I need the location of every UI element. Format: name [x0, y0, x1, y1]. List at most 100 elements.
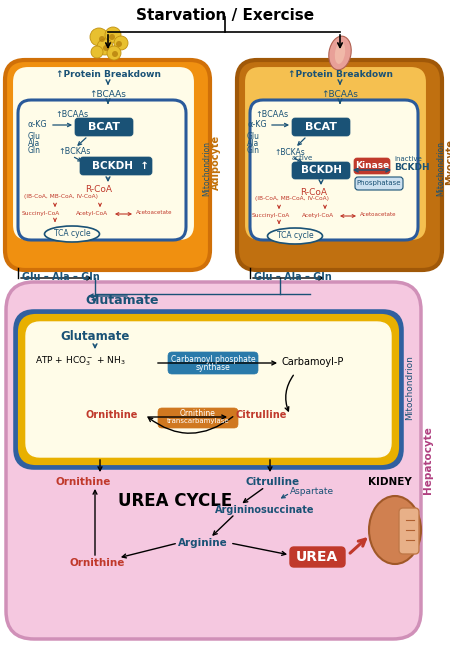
- Text: Aspartate: Aspartate: [290, 487, 334, 496]
- Text: ↑BCAAs: ↑BCAAs: [90, 90, 126, 99]
- Ellipse shape: [267, 228, 323, 244]
- Text: active: active: [292, 155, 313, 161]
- Text: KIDNEY: KIDNEY: [368, 477, 412, 487]
- FancyBboxPatch shape: [5, 60, 210, 270]
- Text: Argininosuccinate: Argininosuccinate: [215, 505, 315, 515]
- Circle shape: [109, 34, 115, 40]
- Text: transcarbamylase: transcarbamylase: [166, 418, 230, 424]
- Text: Kinase: Kinase: [355, 161, 389, 170]
- Circle shape: [105, 27, 121, 43]
- Circle shape: [90, 28, 108, 46]
- Text: BCKDH: BCKDH: [394, 163, 430, 172]
- FancyBboxPatch shape: [168, 352, 258, 374]
- Text: Glu – Ala – Gln: Glu – Ala – Gln: [22, 272, 100, 282]
- FancyBboxPatch shape: [16, 312, 401, 467]
- Circle shape: [103, 45, 109, 51]
- Text: Acetoacetate: Acetoacetate: [360, 212, 396, 217]
- Text: Mitochondrion: Mitochondrion: [436, 141, 446, 196]
- FancyBboxPatch shape: [26, 322, 391, 457]
- Text: UREA: UREA: [296, 550, 338, 564]
- FancyBboxPatch shape: [244, 66, 427, 241]
- Text: ↑BCKAs: ↑BCKAs: [58, 147, 90, 156]
- Text: Mitochondrion: Mitochondrion: [202, 141, 211, 196]
- FancyBboxPatch shape: [290, 547, 345, 567]
- Circle shape: [107, 46, 121, 60]
- Text: ↑BCAAs: ↑BCAAs: [255, 110, 288, 119]
- Ellipse shape: [335, 42, 345, 64]
- Text: inactive: inactive: [394, 156, 422, 162]
- Text: Phosphatase: Phosphatase: [357, 180, 401, 186]
- Text: α-KG: α-KG: [28, 120, 48, 129]
- Text: ↑Protein Breakdown: ↑Protein Breakdown: [55, 70, 161, 79]
- Text: Acetyl-CoA: Acetyl-CoA: [302, 213, 334, 218]
- Text: BCAT: BCAT: [305, 122, 337, 132]
- Text: Arginine: Arginine: [178, 538, 228, 548]
- Text: Mitochondrion: Mitochondrion: [405, 356, 414, 421]
- FancyBboxPatch shape: [80, 157, 152, 175]
- FancyBboxPatch shape: [399, 508, 419, 554]
- Text: Carbamoyl-P: Carbamoyl-P: [282, 357, 344, 367]
- Circle shape: [91, 46, 103, 58]
- Text: TCA cycle: TCA cycle: [54, 229, 90, 238]
- Text: Acetoacetate: Acetoacetate: [136, 210, 172, 215]
- Text: R-CoA: R-CoA: [300, 188, 327, 197]
- Text: Glu: Glu: [247, 132, 260, 141]
- Text: Ornithine: Ornithine: [55, 477, 110, 487]
- Text: BCKDH  ↑: BCKDH ↑: [91, 161, 148, 171]
- FancyBboxPatch shape: [12, 66, 195, 241]
- Ellipse shape: [329, 36, 351, 70]
- Text: Glutamate: Glutamate: [60, 330, 130, 343]
- Text: Acetyl-CoA: Acetyl-CoA: [76, 211, 108, 216]
- Text: synthase: synthase: [196, 364, 230, 373]
- Circle shape: [116, 41, 122, 47]
- Text: Succinyl-CoA: Succinyl-CoA: [252, 213, 290, 218]
- Text: α-KG: α-KG: [247, 120, 266, 129]
- Text: Succinyl-CoA: Succinyl-CoA: [22, 211, 60, 216]
- Text: Gln: Gln: [247, 146, 260, 155]
- Text: Citrulline: Citrulline: [245, 477, 299, 487]
- Text: Ornithine: Ornithine: [180, 410, 216, 419]
- Text: ATP + HCO$_3^-$ + NH$_3$: ATP + HCO$_3^-$ + NH$_3$: [35, 354, 126, 367]
- Text: TCA cycle: TCA cycle: [277, 231, 313, 240]
- Text: Ala: Ala: [247, 139, 259, 148]
- FancyBboxPatch shape: [75, 118, 133, 136]
- Text: R-CoA: R-CoA: [85, 185, 112, 194]
- Text: BCAT: BCAT: [88, 122, 120, 132]
- FancyBboxPatch shape: [292, 162, 350, 179]
- Text: Carbamoyl phosphate: Carbamoyl phosphate: [171, 356, 255, 364]
- FancyBboxPatch shape: [237, 60, 442, 270]
- Text: Glu: Glu: [28, 132, 41, 141]
- Text: Starvation / Exercise: Starvation / Exercise: [136, 8, 314, 23]
- Text: ↑BCAAs: ↑BCAAs: [322, 90, 359, 99]
- Text: ↑BCKAs: ↑BCKAs: [274, 148, 305, 157]
- Text: Glutamate: Glutamate: [85, 294, 158, 307]
- Ellipse shape: [45, 226, 99, 242]
- Text: Ornithine: Ornithine: [70, 558, 126, 568]
- Circle shape: [97, 39, 113, 55]
- Text: ↑Protein Breakdown: ↑Protein Breakdown: [288, 70, 392, 79]
- FancyBboxPatch shape: [6, 282, 421, 639]
- FancyBboxPatch shape: [20, 316, 397, 463]
- FancyBboxPatch shape: [18, 100, 186, 240]
- Text: Adipocyte: Adipocyte: [211, 134, 221, 190]
- Circle shape: [112, 51, 118, 57]
- Text: BCKDH: BCKDH: [301, 165, 342, 175]
- Text: Myocyte: Myocyte: [445, 139, 450, 185]
- Text: Gln: Gln: [28, 146, 41, 155]
- Ellipse shape: [369, 496, 421, 564]
- Text: (IB-CoA, MB-CoA, IV-CoA): (IB-CoA, MB-CoA, IV-CoA): [255, 196, 329, 201]
- Circle shape: [99, 36, 105, 42]
- Text: Ornithine: Ornithine: [85, 410, 137, 420]
- Text: Ala: Ala: [28, 139, 40, 148]
- Text: UREA CYCLE: UREA CYCLE: [118, 492, 232, 510]
- Text: Glu – Ala – Gln: Glu – Ala – Gln: [254, 272, 332, 282]
- Text: Citrulline: Citrulline: [235, 410, 286, 420]
- FancyBboxPatch shape: [354, 158, 390, 174]
- FancyBboxPatch shape: [158, 408, 238, 428]
- Text: ↑BCAAs: ↑BCAAs: [55, 110, 88, 119]
- Circle shape: [114, 36, 128, 50]
- FancyBboxPatch shape: [250, 100, 418, 240]
- FancyBboxPatch shape: [355, 177, 403, 190]
- Text: (IB-CoA, MB-CoA, IV-CoA): (IB-CoA, MB-CoA, IV-CoA): [24, 194, 98, 199]
- Text: Hepatocyte: Hepatocyte: [423, 426, 433, 494]
